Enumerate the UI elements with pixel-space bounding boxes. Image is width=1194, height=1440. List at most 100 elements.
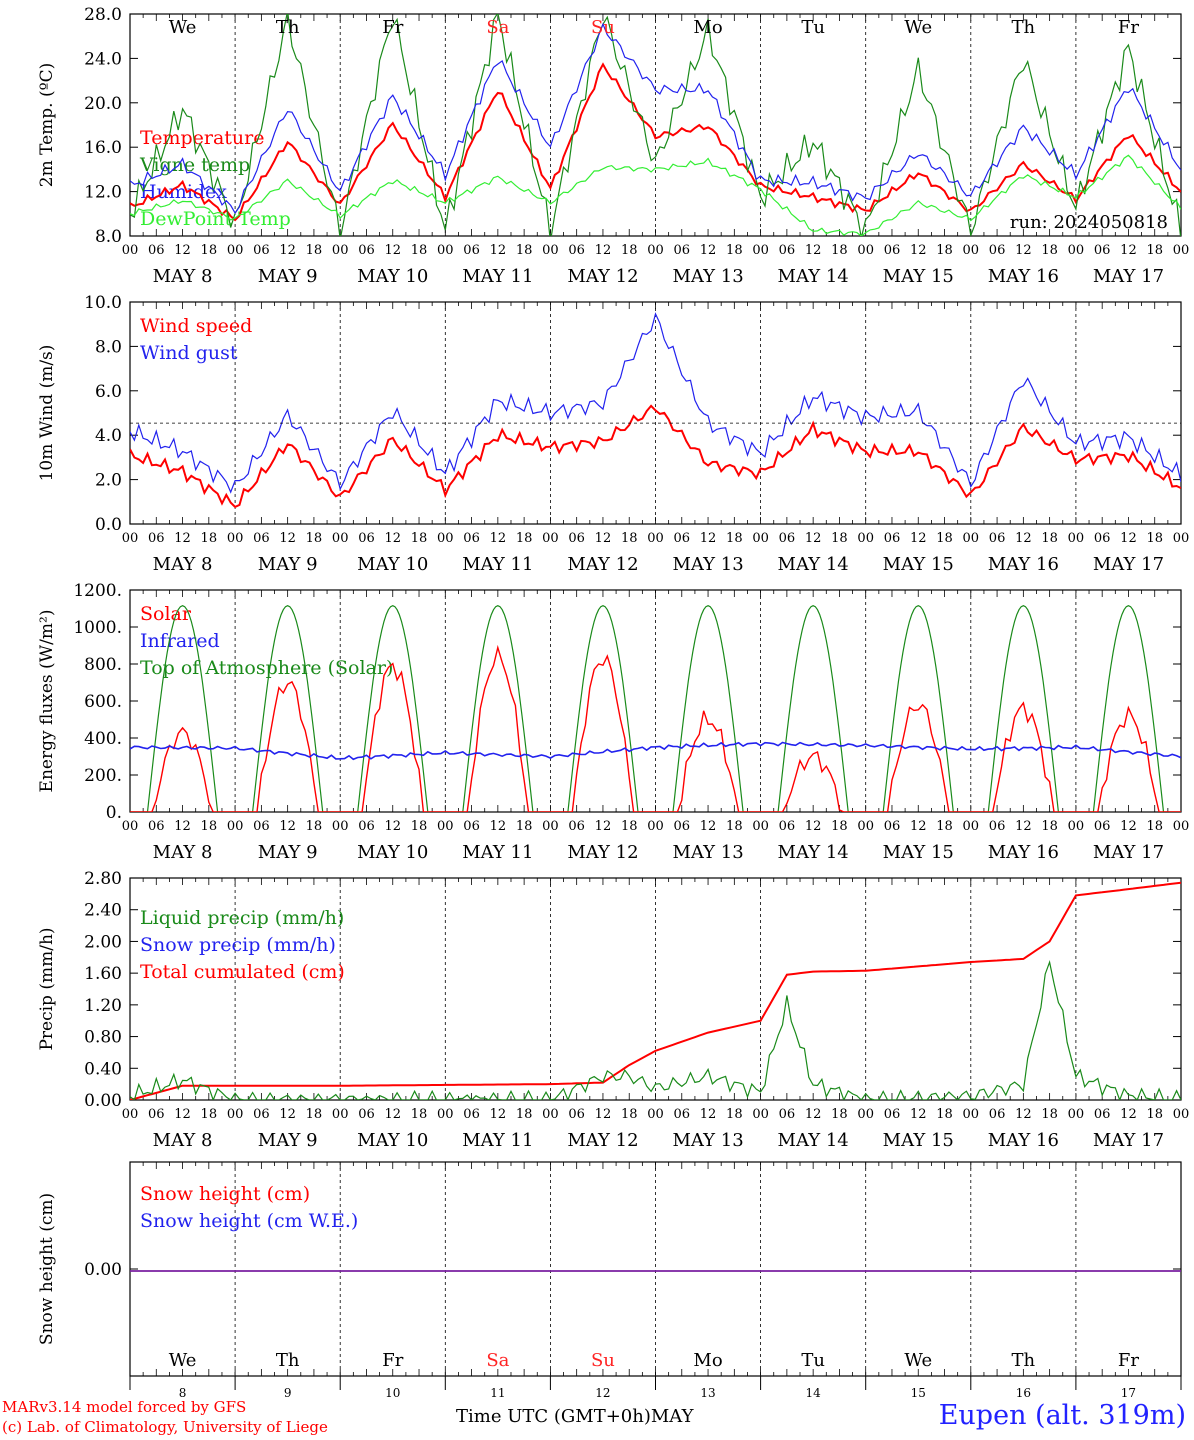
series-group [130,605,1181,812]
hour-tick-label: 12 [700,819,717,834]
hour-tick-label: 06 [358,819,375,834]
hour-tick-label: 00 [437,243,454,258]
hour-tick-label: 12 [279,819,296,834]
hour-tick-label: 18 [201,819,218,834]
hour-tick-label: 18 [621,531,638,546]
y-tick-label: 2.40 [84,901,122,921]
y-tick-label: 600. [84,692,122,712]
hour-tick-label: 06 [568,819,585,834]
hour-tick-label: 06 [253,531,270,546]
hour-tick-label: 12 [174,819,191,834]
hour-tick-label: 00 [857,819,874,834]
hour-tick-label: 00 [542,531,559,546]
hour-tick-label: 00 [227,531,244,546]
panel-5: 0.00 Snow height (cm) Snow height (cm) Snow… [37,1161,1182,1400]
hour-tick-label: 12 [910,243,927,258]
toa-solar-line [130,605,1181,812]
hour-tick-label: 18 [726,531,743,546]
hour-tick-label: 18 [936,531,953,546]
hour-tick-label: 18 [1041,819,1058,834]
date-label: MAY 11 [462,1130,533,1151]
y-tick-label: 1.60 [84,964,122,984]
y-tick-label: 8.0 [95,337,122,357]
hour-tick-label: 06 [989,531,1006,546]
y-tick-label: 200. [84,766,122,786]
hour-tick-label: 18 [726,243,743,258]
date-label: MAY 12 [567,266,638,287]
weekday-label: Th [276,17,300,38]
day-number-label: 13 [700,1386,715,1400]
hour-tick-label: 06 [884,243,901,258]
hour-tick-label: 12 [384,1107,401,1122]
hour-tick-label: 12 [595,819,612,834]
weekday-label: We [169,17,197,38]
hour-tick-label: 06 [1094,819,1111,834]
date-label: MAY 8 [153,554,213,575]
y-tick-label: 1000. [73,618,122,638]
hour-tick-label: 00 [542,243,559,258]
weekday-label: Tu [801,1350,825,1371]
y-tick-label: 0.80 [84,1028,122,1048]
hour-tick-label: 12 [1015,1107,1032,1122]
weekday-label: Mo [693,17,722,38]
date-label: MAY 12 [567,842,638,863]
hour-tick-label: 00 [122,243,139,258]
hour-tick-label: 06 [884,819,901,834]
hour-tick-label: 00 [1068,1107,1085,1122]
hour-tick-label: 18 [201,531,218,546]
hour-tick-label: 18 [726,819,743,834]
hour-tick-label: 00 [1068,819,1085,834]
hour-tick-label: 00 [332,1107,349,1122]
date-label: MAY 13 [672,266,743,287]
date-label: MAY 15 [883,266,954,287]
weekday-label: Fr [1118,17,1139,38]
legend-item: Total cumulated (cm) [140,961,345,983]
hour-tick-label: 00 [1173,819,1190,834]
legend-item: Temperature [140,127,264,149]
hour-tick-label: 00 [647,1107,664,1122]
hour-tick-label: 18 [1041,531,1058,546]
hour-tick-label: 00 [332,819,349,834]
y-tick-label: 0.00 [84,1260,122,1280]
hour-tick-label: 06 [989,819,1006,834]
hour-tick-label: 12 [595,531,612,546]
hour-tick-label: 12 [595,243,612,258]
day-number-label: 8 [179,1386,187,1400]
hour-tick-label: 12 [384,243,401,258]
weekday-label: Fr [382,1350,403,1371]
hour-tick-label: 06 [884,531,901,546]
hour-tick-label: 06 [779,531,796,546]
date-label: MAY 14 [778,266,849,287]
date-label: MAY 9 [258,266,318,287]
series-line [130,62,1181,222]
hour-tick-label: 06 [674,1107,691,1122]
weekday-label: Fr [1118,1350,1139,1371]
hour-tick-label: 06 [358,243,375,258]
hour-tick-label: 12 [700,531,717,546]
series-group [130,14,1181,236]
hour-tick-label: 06 [253,243,270,258]
day-number-label: 16 [1016,1386,1031,1400]
series-line [130,960,1181,1100]
hour-tick-label: 06 [253,819,270,834]
legend-item: Snow height (cm W.E.) [140,1210,358,1232]
y-tick-label: 12.0 [84,183,122,203]
hour-tick-label: 12 [174,531,191,546]
solar-line [130,644,1181,812]
date-label: MAY 16 [988,554,1059,575]
date-label: MAY 13 [672,554,743,575]
y-axis-label: Precip (mm/h) [37,927,57,1050]
y-tick-label: 16.0 [84,138,122,158]
hour-tick-label: 00 [857,531,874,546]
series-group [130,881,1181,1100]
hour-tick-label: 00 [1173,243,1190,258]
hour-tick-label: 18 [201,243,218,258]
weekday-label: We [904,17,932,38]
hour-tick-label: 18 [1146,1107,1163,1122]
hour-tick-label: 18 [1146,819,1163,834]
date-label: MAY 8 [153,266,213,287]
date-label: MAY 17 [1093,266,1164,287]
hour-tick-label: 12 [490,243,507,258]
y-axis-label: 2m Temp. (ºC) [37,63,57,188]
hour-tick-label: 18 [1041,1107,1058,1122]
